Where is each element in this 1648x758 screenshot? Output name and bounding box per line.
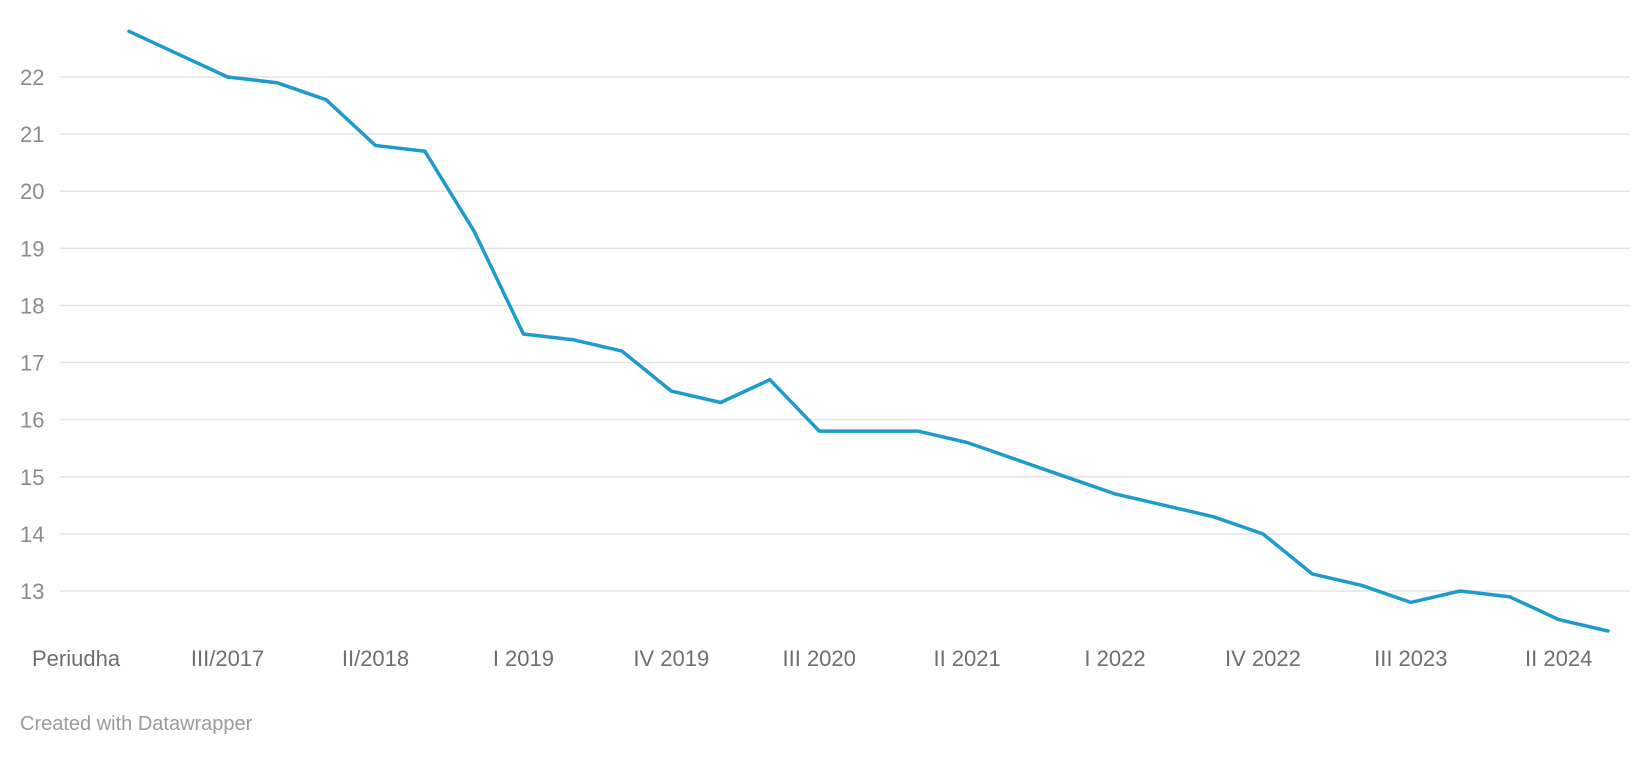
data-point bbox=[1360, 583, 1364, 587]
x-tick-label: I 2019 bbox=[493, 646, 554, 671]
x-tick-label: III 2020 bbox=[783, 646, 856, 671]
y-tick-label: 19 bbox=[20, 236, 44, 261]
data-point bbox=[1162, 503, 1166, 507]
y-tick-label: 20 bbox=[20, 179, 44, 204]
y-tick-label: 16 bbox=[20, 408, 44, 433]
data-point bbox=[571, 338, 575, 342]
data-point bbox=[472, 229, 476, 233]
y-tick-label: 18 bbox=[20, 293, 44, 318]
data-point bbox=[965, 441, 969, 445]
y-tick-label: 17 bbox=[20, 351, 44, 376]
x-tick-label: IV 2019 bbox=[633, 646, 709, 671]
data-point bbox=[324, 98, 328, 102]
data-point bbox=[226, 75, 230, 79]
series-line bbox=[127, 29, 1610, 633]
data-point bbox=[669, 389, 673, 393]
data-point bbox=[1113, 492, 1117, 496]
data-point bbox=[1261, 532, 1265, 536]
data-point bbox=[1458, 589, 1462, 593]
data-point bbox=[719, 401, 723, 405]
data-point bbox=[1212, 515, 1216, 519]
data-point bbox=[817, 429, 821, 433]
data-point bbox=[867, 429, 871, 433]
grid-lines bbox=[60, 76, 1630, 592]
y-tick-label: 22 bbox=[20, 65, 44, 90]
data-point bbox=[768, 378, 772, 382]
x-tick-label: III/2017 bbox=[191, 646, 264, 671]
data-point bbox=[1310, 572, 1314, 576]
x-tick-label: III 2023 bbox=[1374, 646, 1447, 671]
x-axis-ticks: Periudha III/2017 II/2018 I 2019 IV 2019 III … bbox=[32, 646, 1592, 671]
y-tick-label: 21 bbox=[20, 122, 44, 147]
y-axis-ticks: 13 14 15 16 17 18 19 20 21 22 bbox=[20, 65, 44, 604]
data-point bbox=[521, 332, 525, 336]
data-point bbox=[275, 81, 279, 85]
data-point bbox=[176, 52, 180, 56]
x-tick-label: II 2021 bbox=[933, 646, 1000, 671]
x-tick-label: Periudha bbox=[32, 646, 121, 671]
series-group bbox=[127, 29, 1610, 633]
x-tick-label: II 2024 bbox=[1525, 646, 1592, 671]
data-point bbox=[1557, 618, 1561, 622]
y-tick-label: 14 bbox=[20, 522, 44, 547]
footer-credit: Created with Datawrapper bbox=[20, 713, 253, 735]
data-point bbox=[1507, 595, 1511, 599]
data-point bbox=[127, 29, 131, 33]
data-point bbox=[1064, 475, 1068, 479]
x-tick-label: IV 2022 bbox=[1225, 646, 1301, 671]
data-point bbox=[423, 149, 427, 153]
data-point bbox=[374, 144, 378, 148]
line-chart: 13 14 15 16 17 18 19 20 21 22 Periudha III/2017 II/… bbox=[20, 29, 1630, 671]
data-point bbox=[1606, 629, 1610, 633]
x-tick-label: I 2022 bbox=[1084, 646, 1145, 671]
data-point bbox=[620, 349, 624, 353]
y-tick-label: 13 bbox=[20, 579, 44, 604]
y-tick-label: 15 bbox=[20, 465, 44, 490]
data-point bbox=[1014, 458, 1018, 462]
data-point bbox=[1409, 600, 1413, 604]
data-point bbox=[916, 429, 920, 433]
x-tick-label: II/2018 bbox=[342, 646, 409, 671]
